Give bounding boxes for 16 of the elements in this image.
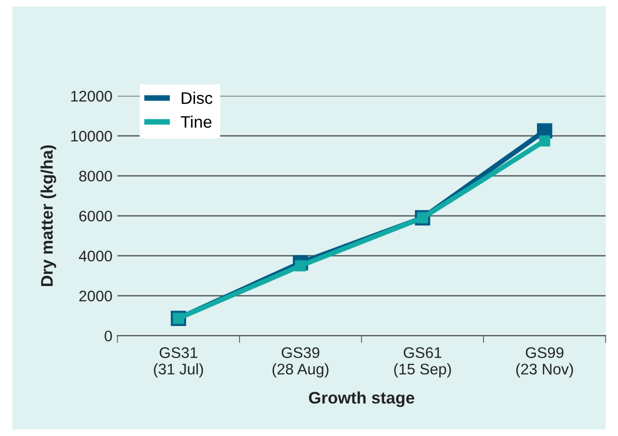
y-tick-label: 10000 — [71, 130, 112, 142]
y-tick-label: 0 — [104, 330, 112, 342]
point — [539, 135, 550, 146]
x-axis-title: Growth stage — [308, 391, 414, 408]
legend-label: Disc — [182, 92, 212, 104]
y-tick-label: 8000 — [79, 170, 112, 182]
y-tick-label: 2000 — [79, 290, 112, 302]
x-tick-label: GS61 (15 Sep) — [394, 347, 451, 378]
x-tick-label: GS31 (31 Jul) — [154, 347, 203, 378]
y-tick-label: 12000 — [71, 90, 112, 102]
y-axis-title: Dry matter (kg/ha) — [40, 145, 56, 286]
x-tick-label: GS39 (28 Aug) — [272, 347, 328, 378]
y-tick-label: 4000 — [78, 250, 112, 262]
y-tick-label: 6000 — [79, 210, 112, 222]
legend-label: Tine — [180, 116, 212, 128]
x-tick-label: GS99 (23 Nov) — [516, 347, 573, 378]
